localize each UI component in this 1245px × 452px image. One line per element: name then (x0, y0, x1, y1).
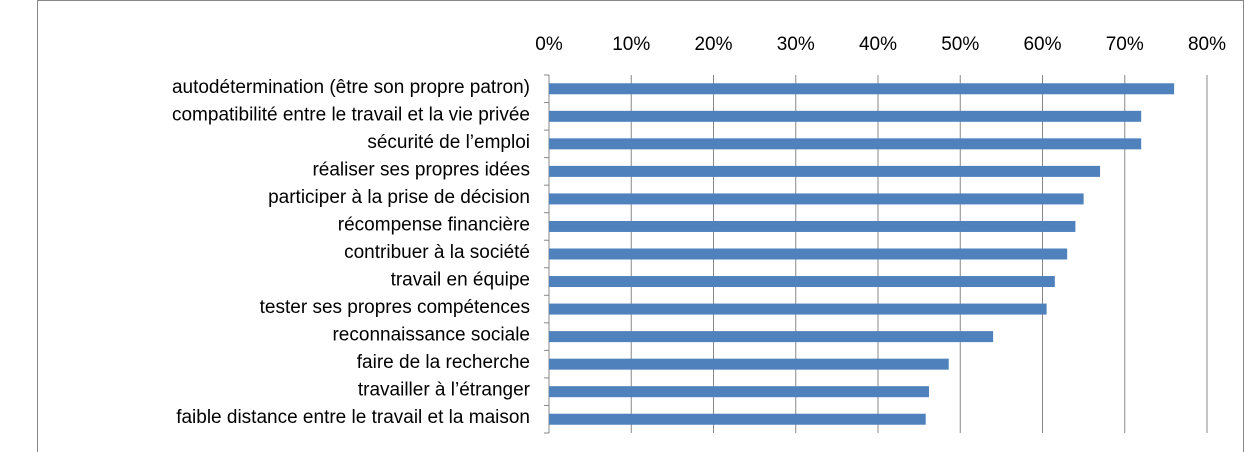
y-tick-label: sécurité de l’emploi (367, 132, 530, 153)
bar (549, 413, 926, 425)
y-tick-label: travailler à l’étranger (358, 380, 531, 401)
chart-frame (37, 0, 1244, 452)
bar (549, 83, 1175, 95)
x-tick-label: 50% (941, 34, 979, 55)
y-tick-label: compatibilité entre le travail et la vie… (172, 104, 530, 125)
bar (549, 358, 949, 370)
x-tick-label: 30% (777, 34, 815, 55)
x-tick-label: 80% (1188, 34, 1226, 55)
y-tick-label: travail en équipe (391, 270, 530, 291)
x-tick-label: 40% (859, 34, 897, 55)
y-tick-label: réaliser ses propres idées (312, 159, 530, 180)
bar (549, 276, 1055, 288)
bar (549, 248, 1068, 260)
y-tick-label: récompense financière (338, 214, 530, 235)
x-tick-label: 10% (612, 34, 650, 55)
y-tick-label: autodétermination (être son propre patro… (172, 77, 530, 98)
bar (549, 220, 1076, 232)
bar (549, 193, 1084, 205)
bar (549, 165, 1101, 177)
x-tick-label: 0% (535, 34, 563, 55)
y-tick-label: contribuer à la société (344, 242, 530, 263)
x-tick-label: 60% (1023, 34, 1061, 55)
y-tick-label: reconnaissance sociale (332, 325, 530, 346)
bar (549, 110, 1142, 122)
bar (549, 386, 929, 398)
x-tick-label: 20% (694, 34, 732, 55)
y-tick-label: participer à la prise de décision (268, 187, 530, 208)
bar (549, 138, 1142, 150)
bar (549, 331, 994, 343)
y-tick-label: faible distance entre le travail et la m… (176, 407, 530, 428)
bar (549, 303, 1047, 315)
x-tick-label: 70% (1106, 34, 1144, 55)
y-tick-label: faire de la recherche (357, 352, 530, 373)
y-tick-label: tester ses propres compétences (260, 297, 530, 318)
